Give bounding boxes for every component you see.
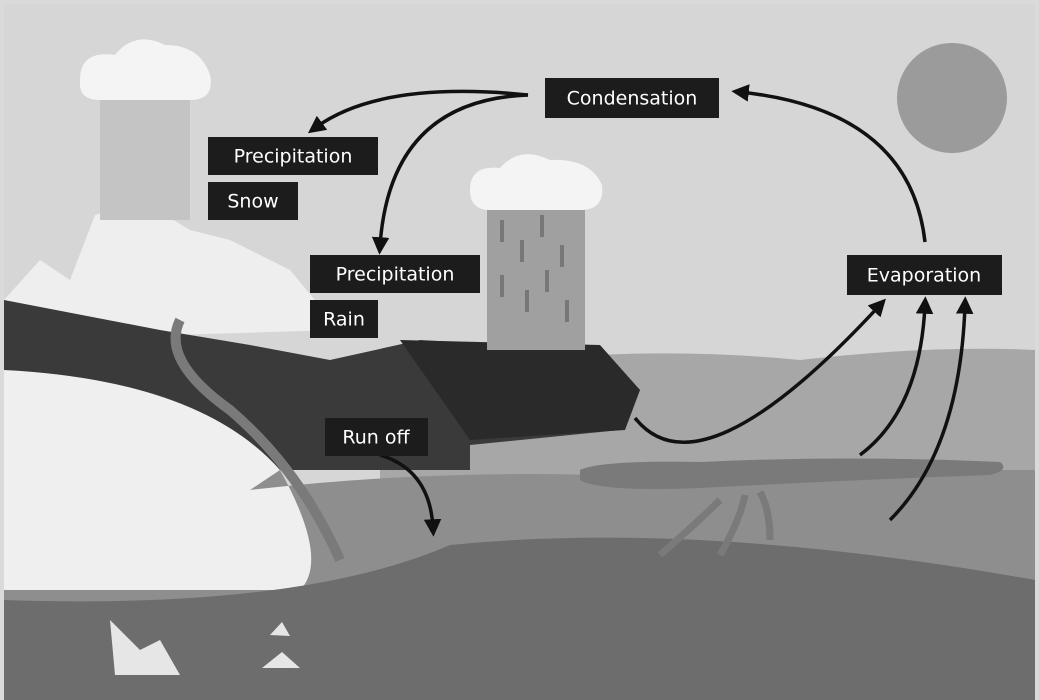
label-text: Snow <box>227 191 278 213</box>
label-precipitation-rain: Precipitation Rain <box>310 255 480 338</box>
label-evaporation: Evaporation <box>847 255 1002 295</box>
label-text: Precipitation <box>336 264 455 286</box>
label-text: Rain <box>323 309 365 331</box>
label-text: Evaporation <box>867 265 981 287</box>
label-text: Precipitation <box>234 146 353 168</box>
label-condensation: Condensation <box>545 78 719 118</box>
label-run-off: Run off <box>325 418 428 456</box>
label-text: Run off <box>342 427 410 449</box>
label-precipitation-snow: Precipitation Snow <box>208 137 378 220</box>
arrows <box>307 84 974 537</box>
label-text: Condensation <box>567 88 698 110</box>
